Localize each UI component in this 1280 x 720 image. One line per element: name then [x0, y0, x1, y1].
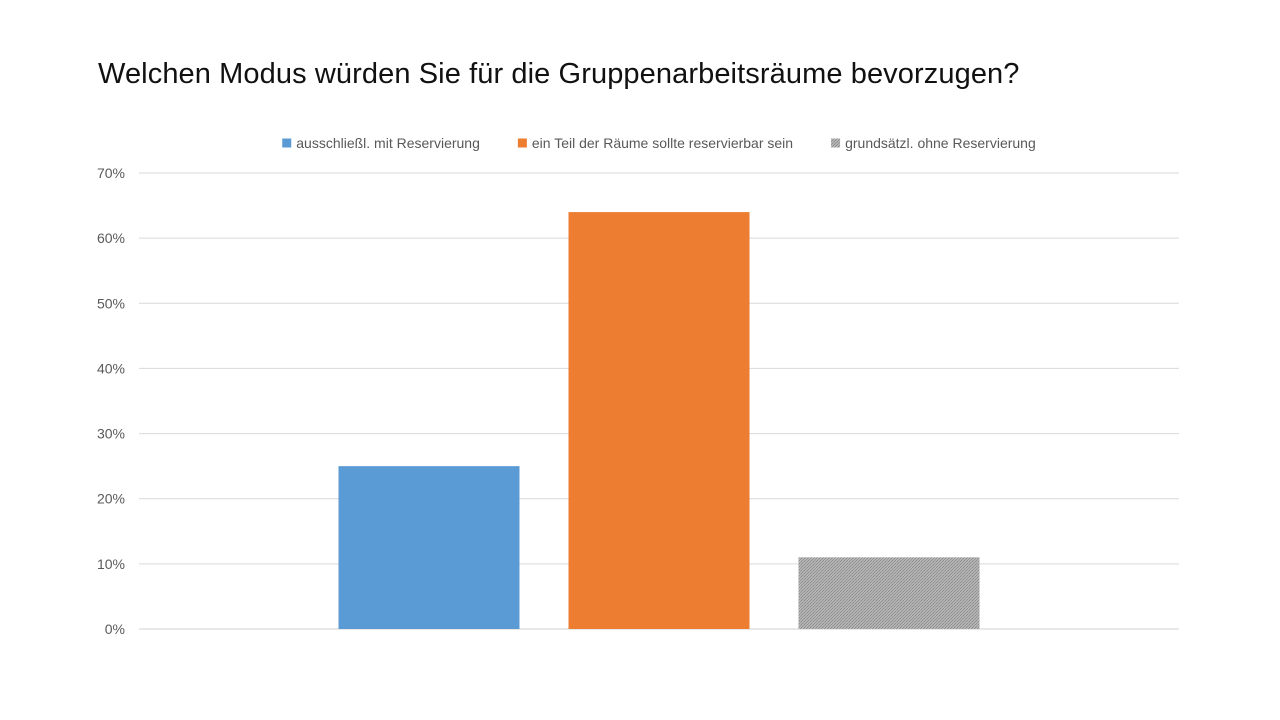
chart-title: Welchen Modus würden Sie für die Gruppen… [98, 58, 1020, 90]
y-tick-label: 40% [97, 360, 125, 376]
legend-label: ein Teil der Räume sollte reservierbar s… [532, 135, 793, 151]
y-tick-label: 0% [105, 621, 125, 637]
bars [338, 212, 980, 630]
bar-series-1 [338, 466, 520, 629]
y-tick-label: 70% [97, 165, 125, 181]
legend-item: grundsätzl. ohne Reservierung [831, 135, 1036, 151]
legend-swatch [831, 138, 841, 148]
legend-item: ein Teil der Räume sollte reservierbar s… [517, 135, 793, 151]
legend-swatch [517, 138, 527, 148]
y-tick-label: 30% [97, 426, 125, 442]
bar-series-3 [798, 557, 980, 629]
y-tick-label: 10% [97, 556, 125, 572]
y-tick-label: 50% [97, 295, 125, 311]
y-axis-ticks: 0% 10% 20% 30% 40% 50% 60% 70% [97, 165, 125, 637]
legend: ausschließl. mit Reservierung ein Teil de… [282, 135, 1036, 151]
y-tick-label: 20% [97, 491, 125, 507]
bar-series-2 [568, 212, 750, 630]
legend-label: grundsätzl. ohne Reservierung [845, 135, 1036, 151]
legend-item: ausschließl. mit Reservierung [282, 135, 480, 151]
y-tick-label: 60% [97, 230, 125, 246]
legend-label: ausschließl. mit Reservierung [296, 135, 480, 151]
legend-swatch [282, 138, 292, 148]
